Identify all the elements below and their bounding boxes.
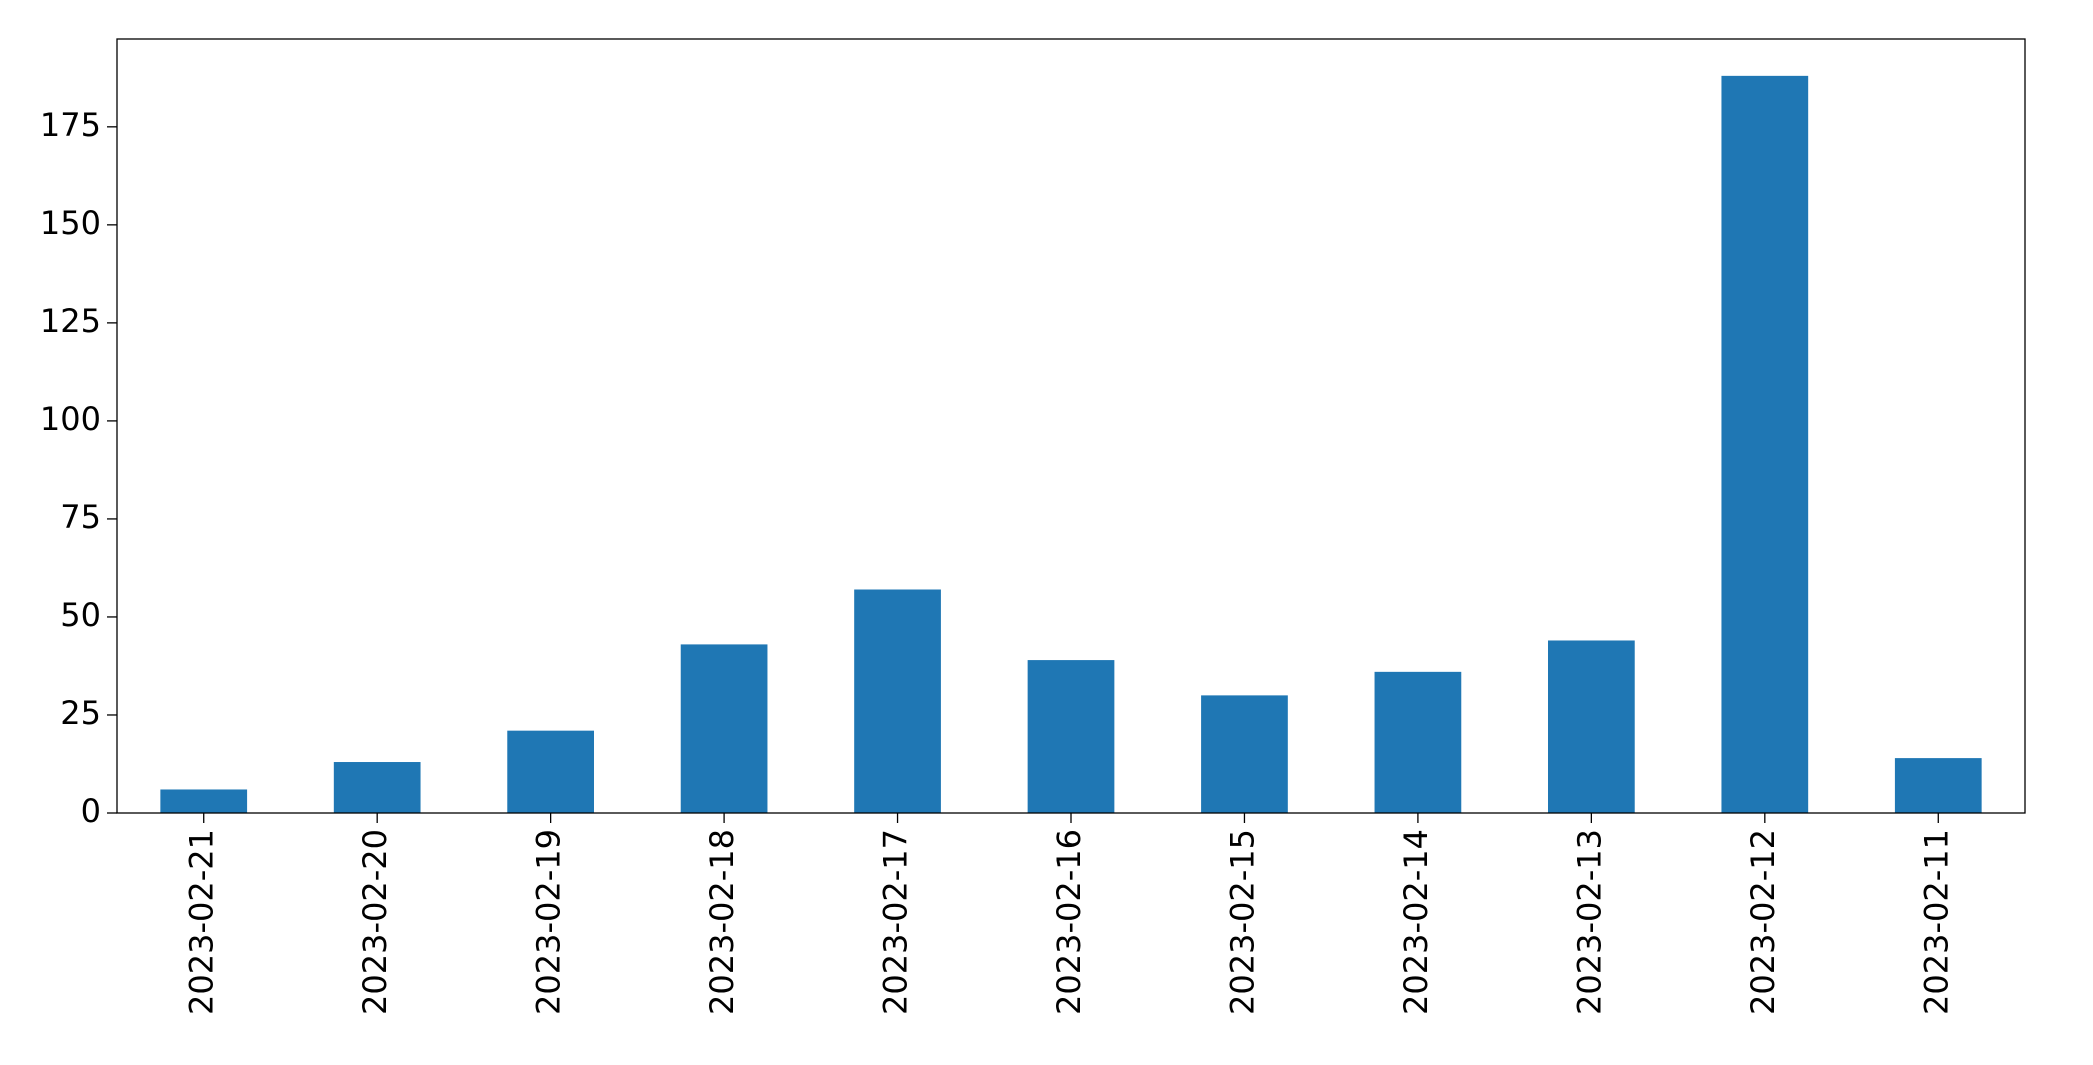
x-tick-label: 2023-02-18: [703, 829, 741, 1015]
bar: [1201, 695, 1288, 813]
x-tick-label: 2023-02-21: [183, 829, 221, 1015]
x-tick-label: 2023-02-11: [1917, 829, 1955, 1015]
x-tick-label: 2023-02-15: [1223, 829, 1261, 1015]
y-tick-label: 50: [60, 596, 101, 634]
bar: [1374, 671, 1462, 813]
x-tick-label: 2023-02-20: [356, 829, 394, 1015]
y-tick-label: 75: [60, 498, 101, 536]
x-tick-label: 2023-02-16: [1050, 829, 1088, 1015]
bar: [507, 730, 594, 813]
x-tick-label: 2023-02-13: [1570, 829, 1608, 1015]
bar: [160, 789, 248, 813]
x-tick-label: 2023-02-17: [877, 829, 915, 1015]
y-tick-label: 125: [40, 302, 101, 340]
bar: [1027, 660, 1115, 813]
bar: [1721, 75, 1809, 814]
bar: [854, 589, 941, 813]
x-tick-label: 2023-02-12: [1744, 829, 1782, 1015]
bar: [1894, 758, 1982, 813]
plot-frame: [116, 38, 2026, 814]
bar: [680, 644, 768, 813]
y-tick-label: 25: [60, 694, 101, 732]
x-tick-label: 2023-02-14: [1397, 829, 1435, 1015]
y-tick-label: 150: [40, 204, 101, 242]
y-tick-label: 0: [81, 792, 101, 830]
x-tick-label: 2023-02-19: [530, 829, 568, 1015]
y-tick-label: 100: [40, 400, 101, 438]
bar: [333, 762, 421, 813]
y-tick-label: 175: [40, 106, 101, 144]
bar: [1548, 640, 1635, 813]
